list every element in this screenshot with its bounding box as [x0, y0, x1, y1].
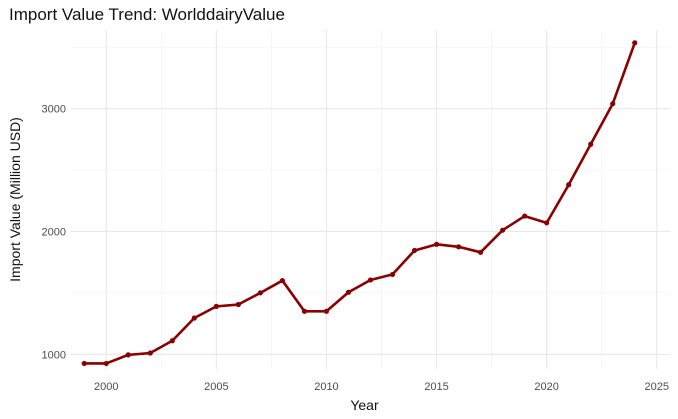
- data-point: [411, 247, 418, 254]
- data-point: [345, 289, 352, 295]
- data-point: [610, 101, 616, 107]
- data-point: [213, 303, 219, 309]
- y-tick-label: 1000: [42, 349, 66, 361]
- data-point: [455, 244, 462, 250]
- y-axis-title: Import Value (Million USD): [7, 117, 23, 282]
- data-point: [632, 40, 638, 46]
- data-point: [301, 308, 308, 314]
- data-point: [544, 220, 550, 226]
- y-tick-label: 3000: [42, 104, 66, 116]
- data-point: [323, 308, 330, 314]
- data-point: [81, 360, 87, 367]
- data-point: [191, 315, 197, 321]
- x-tick-label: 2000: [94, 381, 118, 393]
- data-point: [279, 277, 286, 284]
- data-point: [389, 271, 396, 278]
- series-line: [82, 41, 637, 365]
- data-point: [169, 338, 175, 344]
- data-point: [500, 227, 506, 233]
- x-tick-label: 2020: [534, 381, 558, 393]
- data-point: [257, 290, 263, 296]
- chart-title: Import Value Trend: WorlddairyValue: [9, 5, 285, 24]
- data-point: [147, 350, 153, 356]
- data-point: [433, 241, 440, 247]
- data-point: [566, 182, 572, 188]
- data-point: [367, 277, 374, 283]
- data-point: [103, 360, 109, 367]
- x-tick-label: 2010: [314, 381, 338, 393]
- data-point: [588, 141, 594, 147]
- data-point: [478, 249, 484, 255]
- y-tick-label: 2000: [42, 226, 66, 238]
- data-point: [125, 352, 131, 358]
- x-tick-label: 2025: [645, 381, 669, 393]
- data-point: [235, 301, 241, 308]
- x-tick-label: 2015: [424, 381, 448, 393]
- x-tick-label: 2005: [204, 381, 228, 393]
- data-point: [522, 213, 528, 219]
- x-axis-title: Year: [350, 397, 379, 413]
